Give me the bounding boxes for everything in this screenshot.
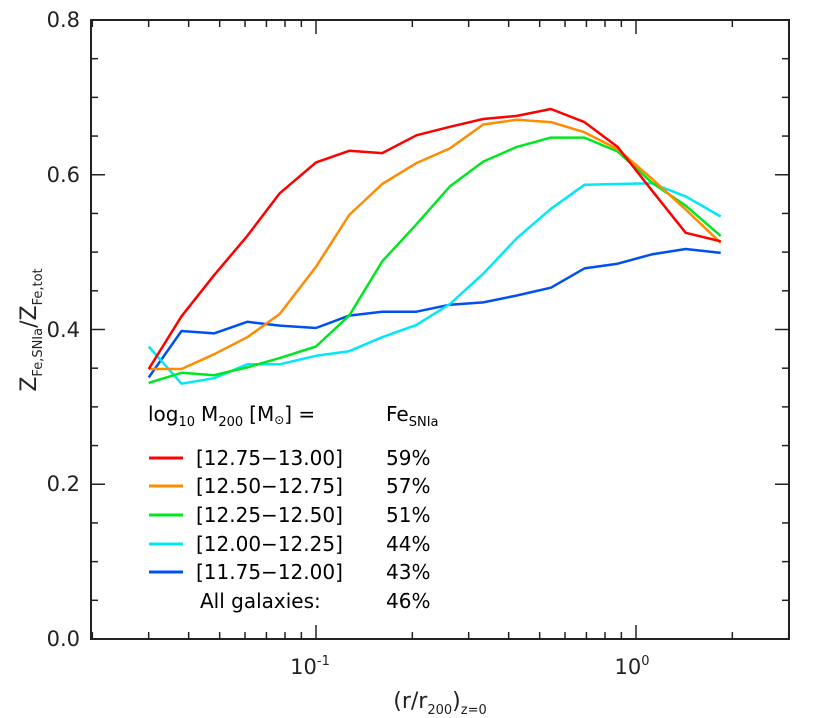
series-line bbox=[148, 118, 722, 371]
legend-pct: 44% bbox=[386, 532, 430, 556]
legend-header-right: FeSNIa bbox=[386, 402, 439, 430]
legend-row: [12.25−12.50] 51% bbox=[149, 503, 430, 527]
x-tick-labels: 10-1 100 bbox=[290, 654, 649, 679]
x-axis-title: (r/r200)z=0 bbox=[393, 689, 487, 718]
legend-pct: 57% bbox=[386, 474, 430, 498]
y-tick-1: 0.2 bbox=[47, 472, 80, 496]
legend-pct: 43% bbox=[386, 560, 430, 584]
y-tick-labels: 0.0 0.2 0.4 0.6 0.8 bbox=[47, 8, 80, 651]
legend-range: [12.00−12.25] bbox=[196, 532, 343, 556]
y-tick-3: 0.6 bbox=[47, 163, 80, 187]
y-tick-0: 0.0 bbox=[47, 627, 80, 651]
legend-range: [11.75−12.00] bbox=[196, 560, 343, 584]
legend: log10 M200 [M⊙] = FeSNIa [12.75−13.00] 59%… bbox=[148, 402, 439, 613]
legend-header-left: log10 M200 [M⊙] = bbox=[148, 402, 315, 430]
legend-pct: 51% bbox=[386, 503, 430, 527]
series-line bbox=[147, 247, 721, 379]
axis-ticks bbox=[91, 19, 790, 640]
legend-row: [11.75−12.00] 43% bbox=[149, 560, 430, 584]
series-line bbox=[147, 182, 722, 385]
legend-pct: 59% bbox=[386, 446, 430, 470]
legend-row: [12.75−13.00] 59% bbox=[149, 446, 430, 470]
series-line bbox=[147, 107, 721, 370]
legend-range: [12.50−12.75] bbox=[196, 474, 343, 498]
legend-range: [12.25−12.50] bbox=[196, 503, 343, 527]
y-tick-4: 0.8 bbox=[47, 8, 80, 32]
legend-row: [12.50−12.75] 57% bbox=[149, 474, 430, 498]
legend-range: [12.75−13.00] bbox=[196, 446, 343, 470]
legend-all-pct: 46% bbox=[386, 589, 430, 613]
x-tick-0: 10-1 bbox=[290, 654, 330, 679]
legend-row: [12.00−12.25] 44% bbox=[149, 532, 430, 556]
y-tick-2: 0.4 bbox=[47, 318, 80, 342]
legend-rows: [12.75−13.00] 59% [12.50−12.75] 57% [12.… bbox=[149, 446, 430, 613]
series-line bbox=[148, 136, 722, 385]
series-lines bbox=[147, 107, 722, 385]
x-tick-1: 100 bbox=[614, 654, 649, 679]
legend-all-label: All galaxies: bbox=[200, 589, 321, 613]
legend-row-all: All galaxies: 46% bbox=[200, 589, 430, 613]
y-axis-title: ZFe,SNIa/ZFe,tot bbox=[17, 268, 46, 391]
